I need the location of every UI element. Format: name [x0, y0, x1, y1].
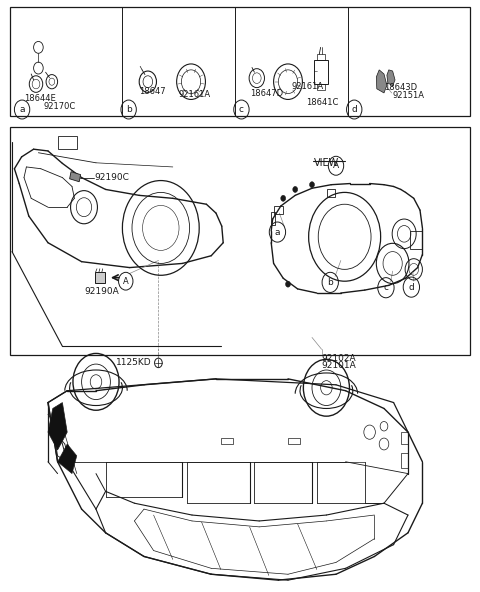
Bar	[10, 7, 470, 116]
Circle shape	[310, 182, 314, 188]
Text: 92101A: 92101A	[322, 361, 356, 371]
Bar	[271, 212, 275, 225]
Bar	[317, 54, 325, 60]
Polygon shape	[387, 70, 395, 86]
Text: 92161A: 92161A	[179, 90, 211, 99]
Text: 18644E: 18644E	[24, 94, 56, 104]
Bar	[401, 453, 408, 468]
Bar	[410, 231, 422, 249]
Text: d: d	[351, 105, 357, 114]
Text: 92190C: 92190C	[95, 173, 130, 182]
Text: 92151A: 92151A	[393, 91, 425, 101]
Text: d: d	[408, 282, 414, 292]
Bar	[221, 438, 233, 444]
Text: 18647: 18647	[139, 87, 166, 96]
Text: 92190A: 92190A	[84, 287, 119, 296]
Bar	[95, 272, 105, 283]
Text: b: b	[126, 105, 132, 114]
Text: A: A	[333, 161, 339, 170]
Polygon shape	[58, 444, 77, 474]
Text: 1125KD: 1125KD	[116, 358, 151, 368]
Text: VIEW: VIEW	[314, 159, 340, 168]
Text: c: c	[239, 105, 244, 114]
Bar	[10, 127, 470, 355]
Polygon shape	[376, 70, 387, 93]
Text: 18643D: 18643D	[384, 83, 417, 92]
Text: c: c	[384, 283, 388, 292]
Circle shape	[281, 195, 286, 201]
Bar	[317, 84, 325, 90]
Bar	[401, 432, 408, 444]
Text: b: b	[327, 278, 333, 287]
Bar	[274, 206, 283, 214]
Text: 92161A: 92161A	[292, 82, 324, 91]
Text: a: a	[275, 227, 280, 237]
Circle shape	[286, 281, 290, 287]
Text: A: A	[123, 276, 129, 286]
Polygon shape	[48, 403, 67, 450]
Bar	[58, 136, 77, 149]
Circle shape	[293, 186, 298, 192]
Bar	[327, 189, 335, 197]
Text: 92170C: 92170C	[43, 102, 75, 111]
Text: 18641C: 18641C	[306, 98, 338, 107]
Polygon shape	[70, 172, 81, 182]
Text: 18647D: 18647D	[250, 89, 283, 98]
Bar	[288, 438, 300, 444]
Bar	[314, 60, 328, 84]
Text: 92102A: 92102A	[322, 354, 356, 363]
Text: a: a	[19, 105, 25, 114]
